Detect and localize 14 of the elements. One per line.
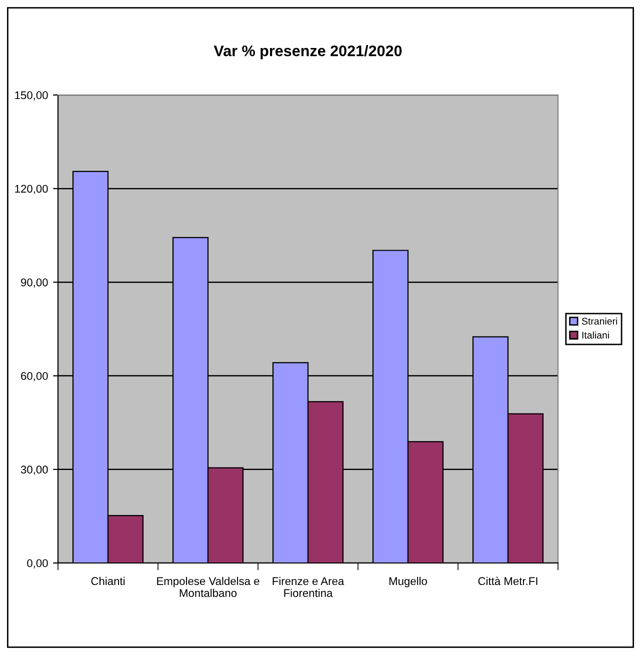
x-tick-label: Mugello (389, 576, 427, 588)
y-tick-label: 90,00 (20, 278, 48, 288)
y-tick-label: 60,00 (21, 372, 48, 382)
x-tick-label: Firenze e Area Fiorentina (272, 576, 344, 598)
chart-title: Var % presenze 2021/2020 (214, 45, 402, 60)
x-tick-label: Empolese Valdelsa e Montalbano (157, 576, 260, 598)
legend-label: Italiani (582, 331, 609, 339)
x-tick-label: Chianti (91, 576, 125, 586)
y-tick-label: 0,00 (27, 559, 48, 568)
y-tick-label: 30,00 (20, 466, 48, 475)
y-tick-label: 150,00 (15, 91, 48, 100)
x-tick-label: Città Metr.FI (478, 576, 538, 586)
y-tick-label: 120,00 (15, 184, 48, 194)
legend-label: Stranieri (582, 318, 618, 325)
